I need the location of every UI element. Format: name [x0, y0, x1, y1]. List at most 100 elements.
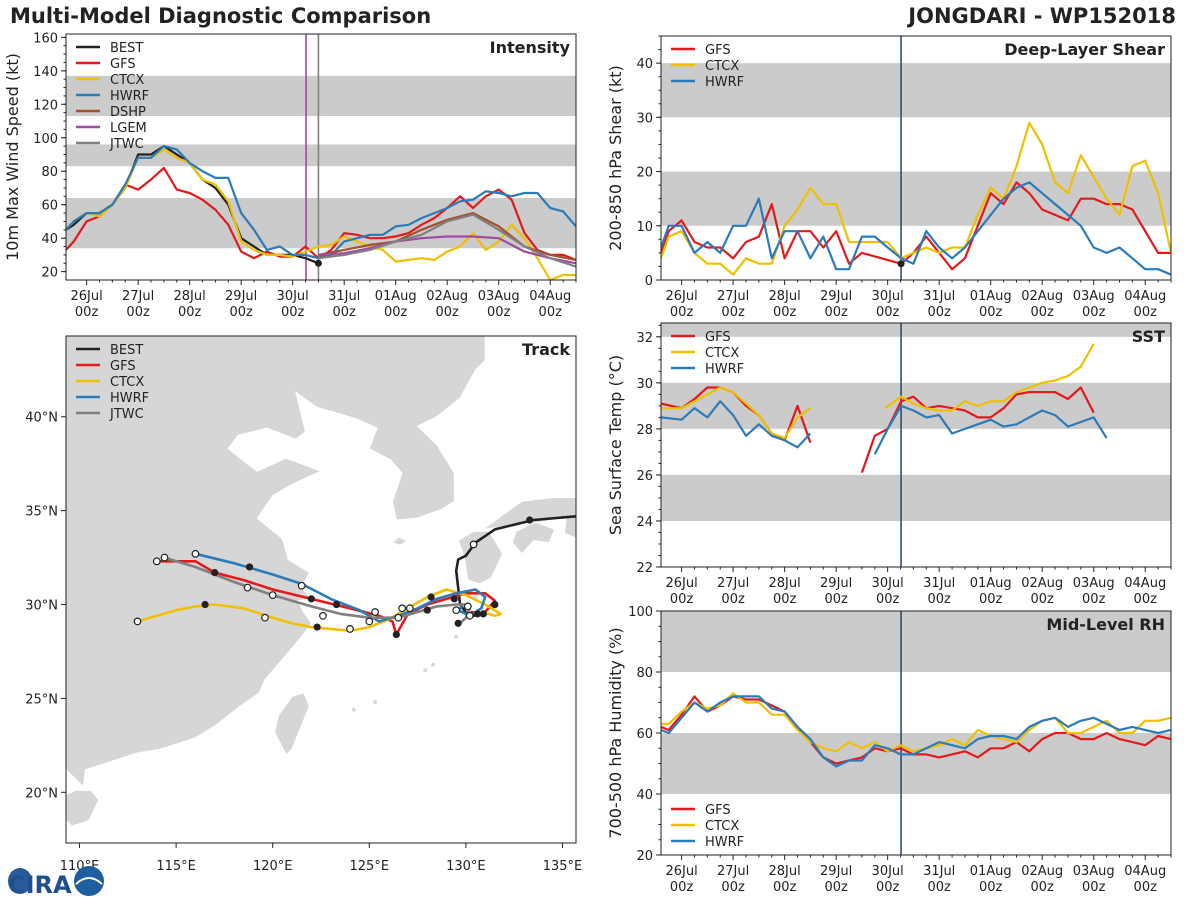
shear-xtick-label-line: 00z [824, 305, 848, 320]
shear-legend-gfs: GFS [705, 43, 731, 58]
sst-series-gfs-1 [860, 386, 1095, 473]
shear-ytick-label-1: 10 [636, 220, 653, 235]
track-point-open-gfs-2 [463, 602, 472, 611]
shear-xtick-label-6: 01Aug 00z [970, 289, 1012, 320]
land-hainan [66, 789, 100, 827]
sst-legend-gfs: GFS [705, 330, 731, 345]
rh-series-hwrf-2 [661, 695, 1171, 768]
track-point-gfs-3 [427, 593, 435, 601]
intensity-series-jtwc-6 [318, 213, 576, 268]
track-frame [65, 335, 577, 844]
rh-ytick-label-0: 20 [636, 849, 653, 864]
track-legend-hwrf: HWRF [110, 391, 149, 406]
rh-ytick-label-1: 40 [636, 788, 653, 803]
rh-xtick-label-line: 00z [773, 880, 797, 895]
sst-xtick-label-line: 00z [1134, 592, 1158, 607]
track-xtick-label-2: 120°E [253, 859, 293, 874]
track-point-gfs-2 [392, 630, 400, 639]
track-point-open-hwrf-0 [191, 549, 200, 558]
rh-xtick-label-1: 27Jul 00z [717, 864, 749, 895]
land-islet-0 [423, 668, 428, 673]
intensity-current-marker [314, 259, 322, 267]
track-point-open-jtwc-3 [319, 611, 327, 620]
shear-xtick-label-3: 29Jul 00z [820, 289, 852, 320]
rh-xtick-label-line: 00z [1134, 880, 1158, 895]
sst-xtick-label-line: 04Aug [1124, 576, 1166, 591]
track-xtick-label-5: 135°E [543, 859, 583, 874]
shear-xtick-label-line: 00z [773, 305, 797, 320]
rh-xtick-label-line: 00z [979, 880, 1003, 895]
rh-ylabel: 700-500 hPa Humidity (%) [606, 627, 625, 838]
intensity-xtick-label-8: 03Aug 00z [478, 289, 520, 320]
sst-xtick-label-line: 29Jul [820, 576, 852, 591]
sst-band-0 [661, 474, 1171, 521]
rh-xtick-label-line: 29Jul [820, 864, 852, 879]
sst-xtick-label-line: 00z [1031, 592, 1055, 607]
track-point-hwrf-2 [479, 610, 487, 618]
shear-xtick-label-line: 00z [1082, 305, 1106, 320]
sst-plot-area [661, 323, 1171, 567]
track-point-open-ctcx-0 [133, 617, 142, 626]
shear-xtick-label-line: 28Jul [769, 289, 801, 304]
shear-xtick-label-line: 02Aug [1021, 289, 1063, 304]
rh-xtick-label-line: 00z [876, 880, 900, 895]
track-point-ctcx-1 [313, 623, 321, 631]
sst-xtick-label-7: 02Aug 00z [1021, 576, 1063, 607]
track-title: Track [522, 340, 570, 359]
track-panel: 110°E 115°E 120°E 125°E 130°E 135°E20°N25°N30… [25, 335, 583, 874]
sst-xtick-label-line: 30Jul [872, 576, 904, 591]
intensity-ytick-label-3: 80 [41, 165, 58, 180]
rh-xtick-label-line: 00z [1031, 880, 1055, 895]
sst-xtick-label-line: 00z [876, 592, 900, 607]
track-point-open-jtwc-5 [394, 613, 403, 622]
intensity-xtick-label-line: 27Jul [122, 289, 154, 304]
shear-ytick-label-3: 30 [636, 111, 653, 126]
rh-xtick-label-line: 02Aug [1021, 864, 1063, 879]
track-ytick-label-4: 40°N [25, 411, 58, 426]
rh-xtick-label-4: 30Jul 00z [872, 864, 904, 895]
track-point-open-jtwc-0 [160, 553, 169, 562]
intensity-legend-hwrf: HWRF [110, 89, 149, 104]
sst-legend-hwrf: HWRF [705, 362, 744, 377]
intensity-title: Intensity [490, 38, 571, 57]
track-point-jtwc-0 [423, 606, 431, 614]
shear-ytick-label-0: 0 [645, 274, 653, 289]
shear-xtick-label-line: 31Jul [923, 289, 955, 304]
intensity-legend-ctcx: CTCX [110, 73, 144, 88]
shear-xtick-label-line: 30Jul [872, 289, 904, 304]
intensity-xtick-label-line: 03Aug [478, 289, 520, 304]
sst-xtick-label-line: 00z [670, 592, 694, 607]
land-jeju [391, 536, 409, 546]
intensity-xtick-label-0: 26Jul 00z [70, 289, 102, 320]
sst-xtick-label-line: 00z [1082, 592, 1106, 607]
intensity-xtick-label-line: 31Jul [328, 289, 360, 304]
sst-xtick-label-line: 27Jul [717, 576, 749, 591]
sst-xtick-label-line: 00z [773, 592, 797, 607]
logo-globe-icon [8, 868, 32, 894]
intensity-ylabel: 10m Max Wind Speed (kt) [3, 53, 22, 261]
rh-ytick-label-3: 80 [636, 666, 653, 681]
intensity-legend-lgem: LGEM [110, 121, 147, 136]
shear-xtick-label-2: 28Jul 00z [769, 289, 801, 320]
shear-xtick-label-9: 04Aug 00z [1124, 289, 1166, 320]
intensity-xtick-label-line: 02Aug [426, 289, 468, 304]
track-point-gfs-1 [307, 595, 315, 603]
track-point-best-1 [473, 610, 482, 618]
intensity-ytick-label-7: 160 [33, 31, 58, 46]
shear-plot-area [661, 36, 1171, 280]
rh-xtick-label-line: 30Jul [872, 864, 904, 879]
intensity-xtick-label-line: 00z [384, 305, 408, 320]
sst-band-2 [661, 323, 1171, 337]
sst-xtick-label-line: 00z [979, 592, 1003, 607]
shear-series-gfs-0 [661, 181, 1171, 271]
figure-title: Multi-Model Diagnostic Comparison [10, 4, 432, 28]
shear-xtick-label-line: 26Jul [665, 289, 697, 304]
land-islet-4 [373, 700, 378, 705]
land-shikoku [511, 521, 556, 555]
intensity-ytick-label-0: 20 [41, 266, 58, 281]
sst-xtick-label-2: 28Jul 00z [769, 576, 801, 607]
rh-xtick-label-line: 01Aug [970, 864, 1012, 879]
rh-xtick-label-0: 26Jul 00z [665, 864, 697, 895]
